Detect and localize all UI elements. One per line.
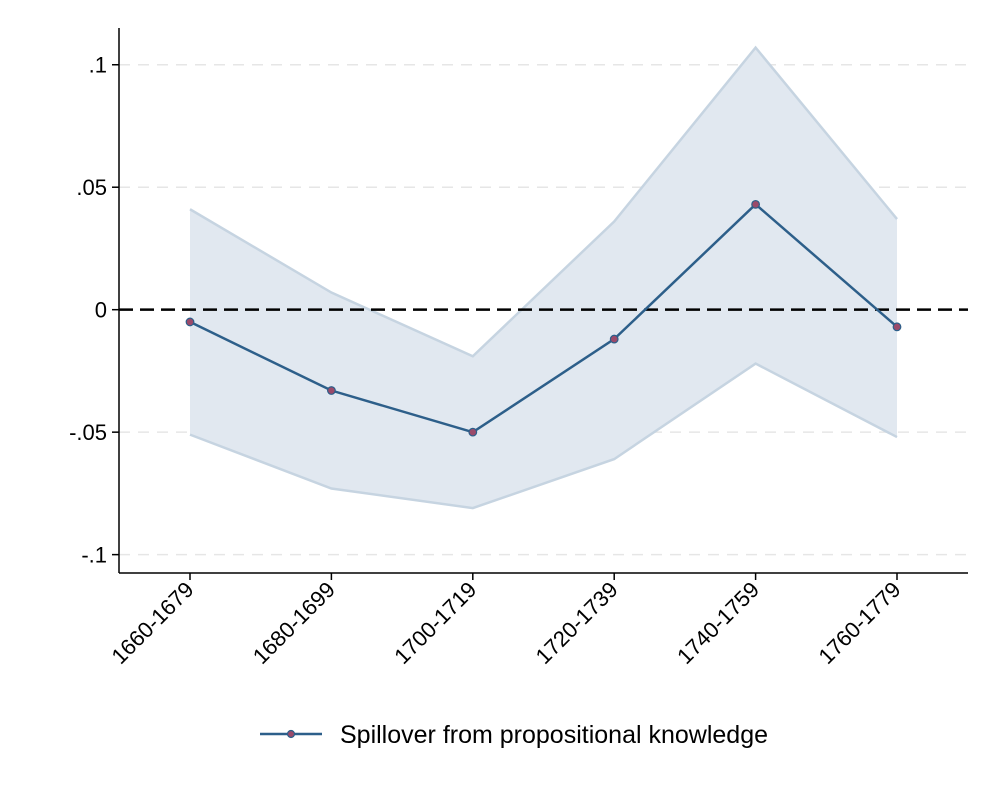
ci-upper-edge <box>189 45 898 358</box>
x-tick-label: 1680-1699 <box>248 577 340 669</box>
x-tick-label: 1740-1759 <box>672 577 764 669</box>
data-point <box>892 322 902 332</box>
legend-label: Spillover from propositional knowledge <box>340 721 768 749</box>
series-polyline <box>189 202 898 434</box>
series-points <box>185 199 902 437</box>
y-tick-label: 0 <box>95 298 107 323</box>
data-point <box>751 199 760 209</box>
ci-band-area <box>190 47 897 509</box>
y-tick-label: -.05 <box>69 420 107 445</box>
data-point <box>609 334 619 344</box>
x-tick-label: 1760-1779 <box>813 577 905 669</box>
data-point <box>185 317 195 327</box>
x-axis-ticks: 1660-1679 1680-1699 1700-1719 1720-1739 1740… <box>106 573 906 669</box>
y-tick-label: -.1 <box>81 543 107 568</box>
y-axis-ticks: .1 .05 0 -.05 -.1 <box>69 53 119 568</box>
ci-lower-edge <box>189 362 898 510</box>
x-tick-label: 1720-1739 <box>531 577 623 669</box>
axes <box>118 28 968 574</box>
legend: Spillover from propositional knowledge <box>260 721 768 749</box>
data-point <box>468 427 478 437</box>
data-point <box>327 386 336 395</box>
x-tick-label: 1700-1719 <box>389 577 481 669</box>
x-tick-label: 1660-1679 <box>106 577 198 669</box>
confidence-band <box>189 45 898 510</box>
y-tick-label: .1 <box>89 53 107 78</box>
legend-marker-swatch <box>286 729 296 739</box>
y-tick-label: .05 <box>76 175 107 200</box>
series-line <box>189 202 898 434</box>
